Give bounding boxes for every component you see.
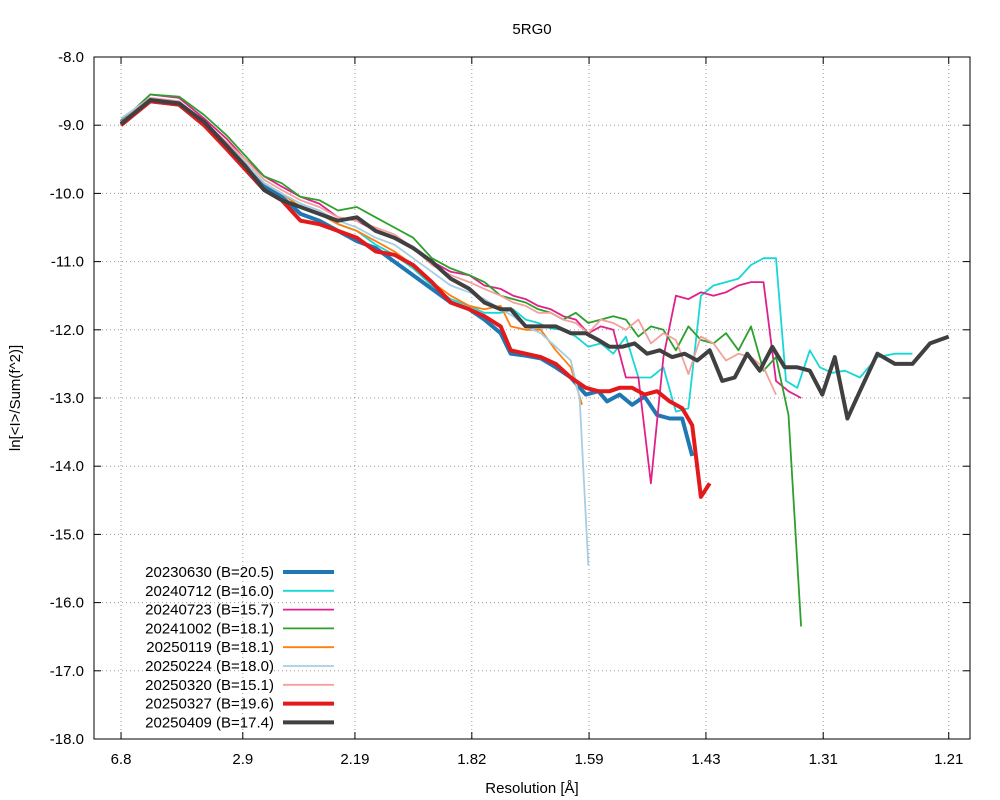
legend-label: 20250224 (B=18.0) (145, 658, 274, 675)
x-tick-label: 1.21 (934, 751, 963, 768)
chart-title: 5RG0 (512, 21, 551, 38)
y-tick-label: -17.0 (50, 663, 84, 680)
legend-label: 20240723 (B=15.7) (145, 602, 274, 619)
y-tick-label: -10.0 (50, 185, 84, 202)
y-tick-label: -13.0 (50, 390, 84, 407)
legend-label: 20241002 (B=18.1) (145, 620, 274, 637)
x-tick-label: 2.9 (232, 751, 253, 768)
grid-lines (94, 57, 970, 739)
plot-border (93, 56, 971, 740)
x-axis-ticks: 6.8 2.9 2.19 1.82 1.59 1.43 1.31 1.21 (111, 57, 963, 768)
y-tick-label: -16.0 (50, 595, 84, 612)
x-tick-label: 2.19 (340, 751, 369, 768)
x-tick-label: 1.31 (809, 751, 838, 768)
y-tick-label: -12.0 (50, 322, 84, 339)
legend-label: 20250409 (B=17.4) (145, 714, 274, 731)
y-tick-label: -15.0 (50, 526, 84, 543)
series-line-20250409 (119, 98, 950, 421)
y-axis-label: ln[<I>/Sum(f^2)] (7, 345, 24, 451)
y-tick-label: -8.0 (58, 49, 84, 66)
legend-label: 20230630 (B=20.5) (145, 564, 274, 581)
x-axis-label: Resolution [Å] (485, 780, 578, 797)
x-tick-label: 1.43 (691, 751, 720, 768)
y-tick-label: -11.0 (51, 254, 84, 271)
legend-label: 20250327 (B=19.6) (145, 696, 274, 713)
legend: 20230630 (B=20.5) 20240712 (B=16.0) 202407… (145, 564, 334, 731)
series-line-20250320 (120, 97, 777, 395)
y-tick-label: -14.0 (50, 458, 84, 475)
x-tick-label: 6.8 (111, 751, 132, 768)
legend-label: 20250320 (B=15.1) (145, 677, 274, 694)
x-tick-label: 1.82 (457, 751, 486, 768)
series-line-20240723 (120, 93, 802, 485)
y-axis-ticks: -8.0 -9.0 -10.0 -11.0 -12.0 -13.0 -14.0 -15.0 -1… (50, 49, 970, 748)
y-tick-label: -9.0 (58, 117, 84, 134)
legend-label: 20250119 (B=18.1) (146, 639, 274, 656)
x-tick-label: 1.59 (574, 751, 603, 768)
y-tick-label: -18.0 (50, 731, 84, 748)
data-series (119, 93, 950, 627)
legend-label: 20240712 (B=16.0) (145, 583, 274, 600)
